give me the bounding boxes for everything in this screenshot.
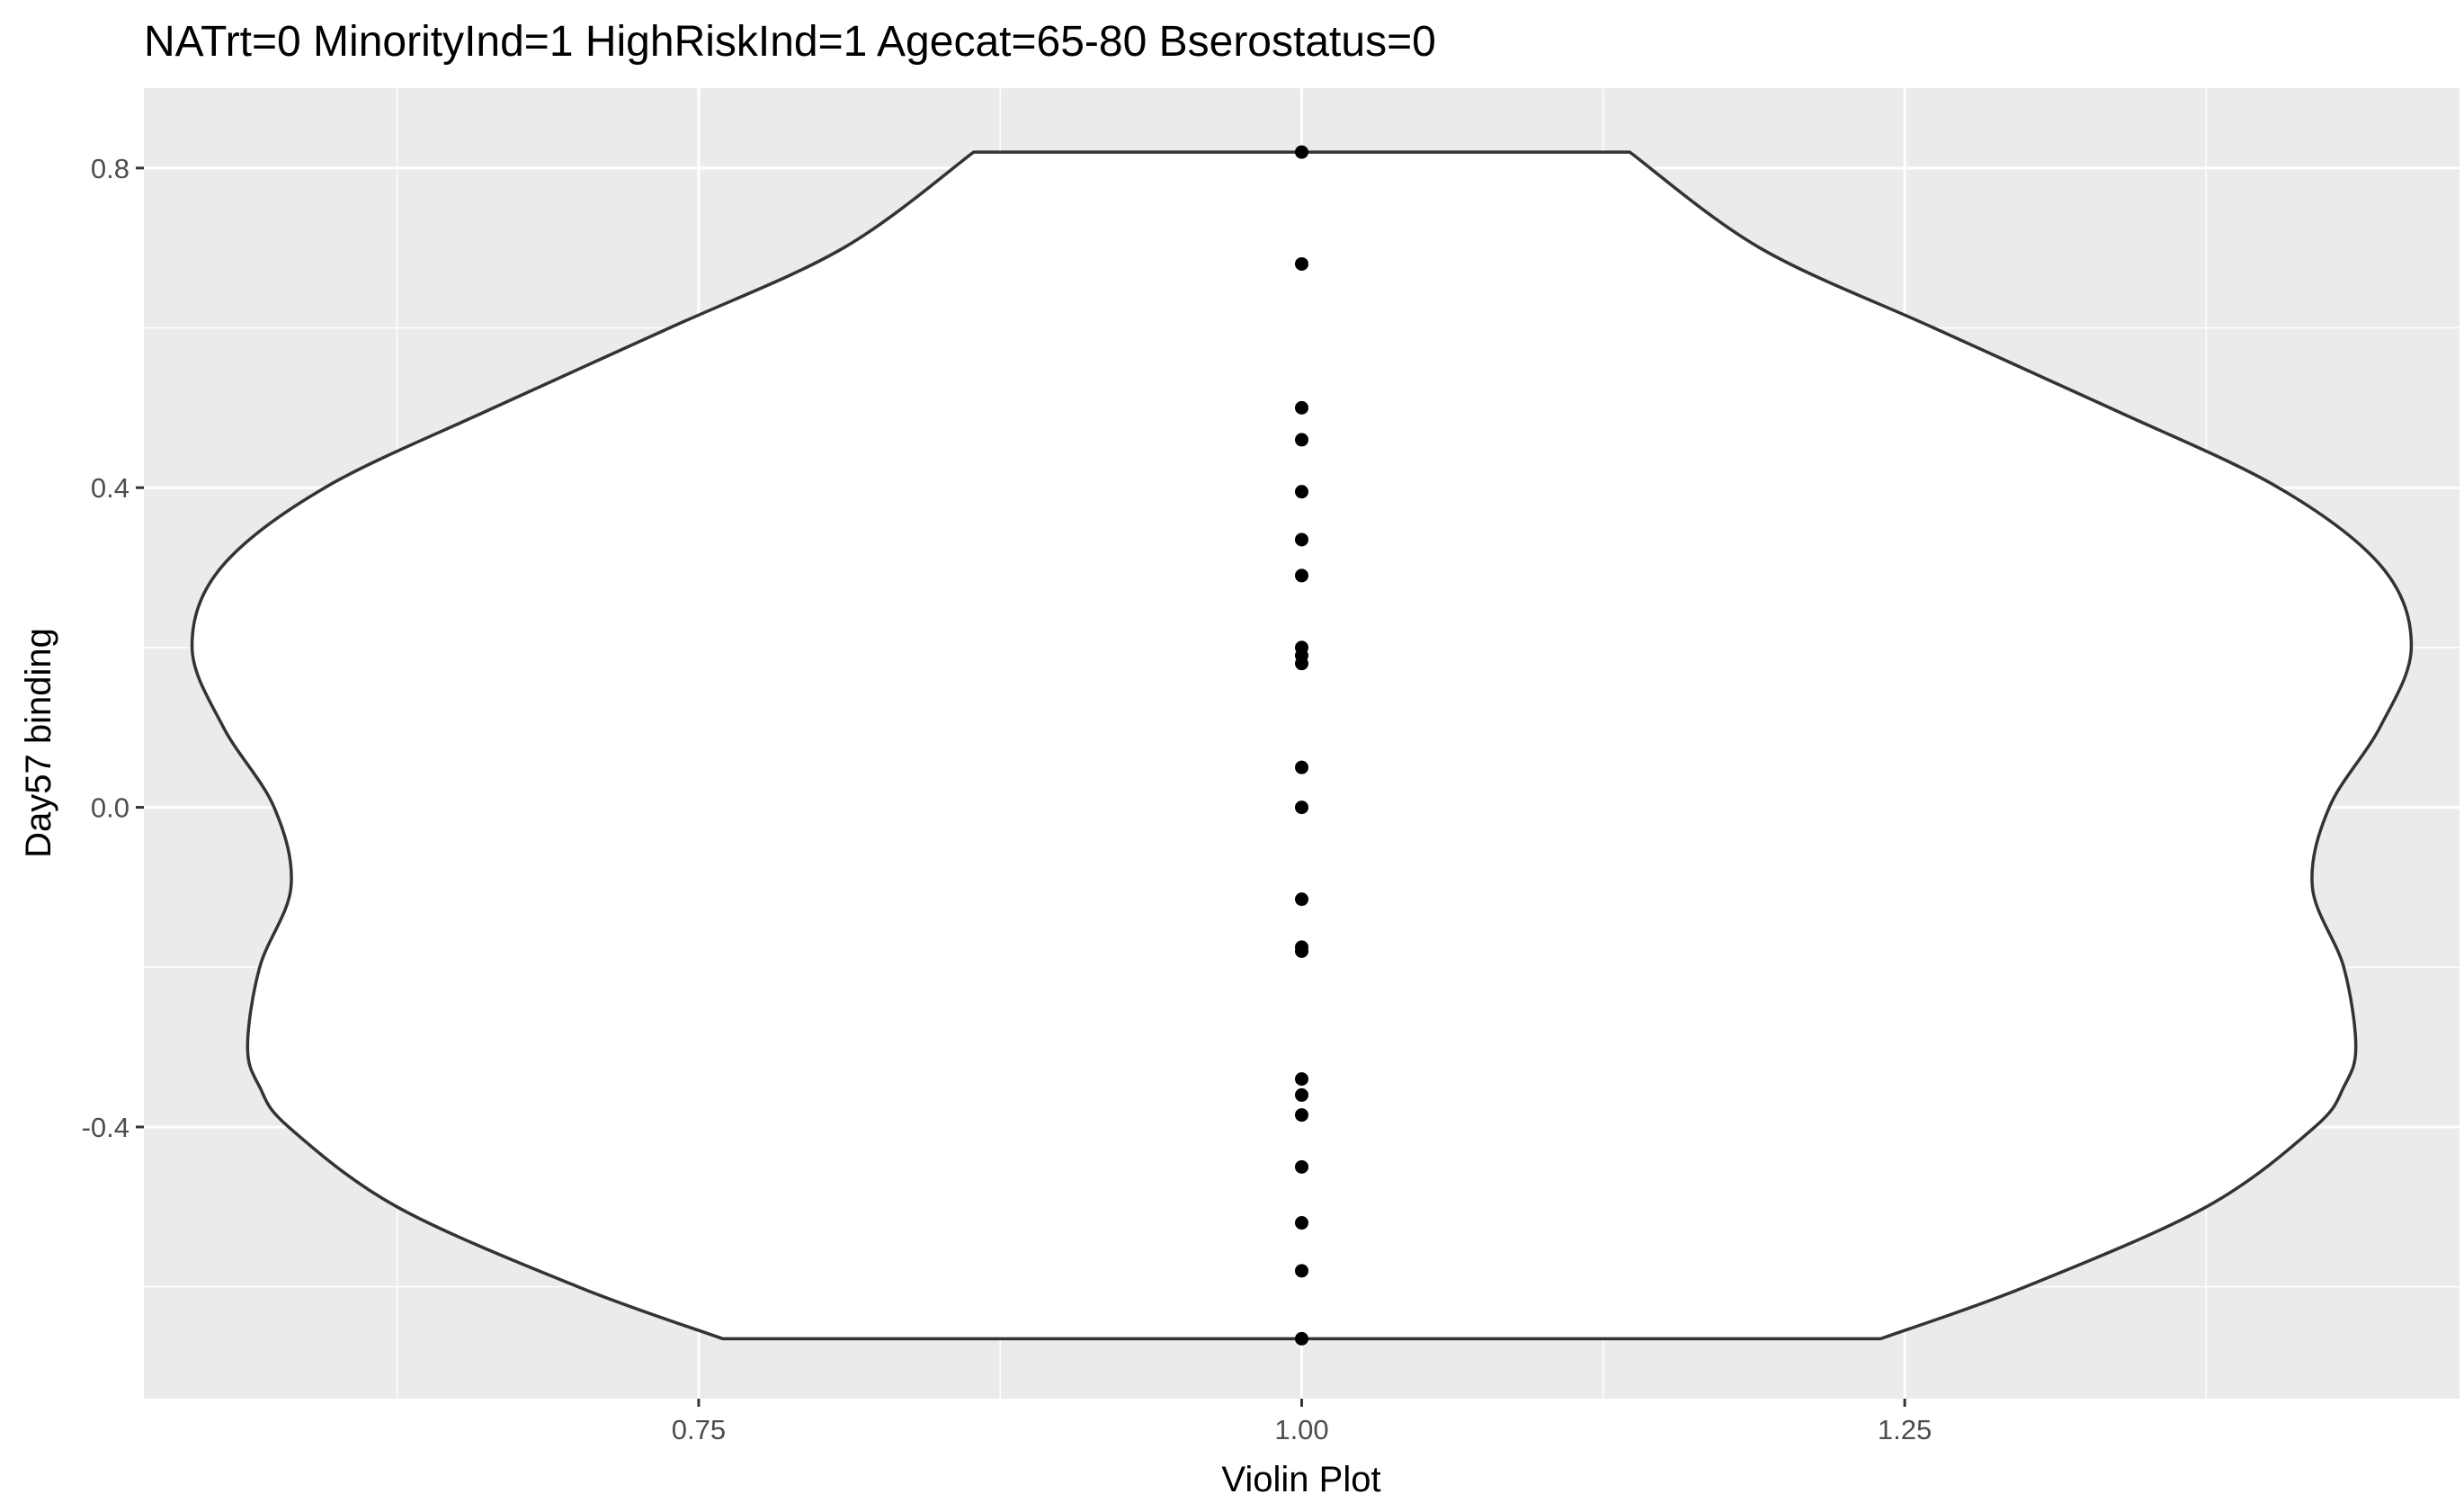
- data-point: [1295, 944, 1308, 958]
- data-point: [1295, 1264, 1308, 1278]
- data-point: [1295, 400, 1308, 415]
- data-points: [1295, 145, 1308, 1346]
- data-point: [1295, 145, 1308, 159]
- data-point: [1295, 892, 1308, 907]
- x-axis-title: Violin Plot: [1221, 1460, 1380, 1499]
- data-point: [1295, 760, 1308, 774]
- violin-shape: [190, 150, 2414, 1341]
- x-axis: 0.75 1.00 1.25: [672, 1399, 1932, 1445]
- data-point: [1295, 532, 1308, 547]
- data-point: [1295, 801, 1308, 815]
- data-point: [1295, 1216, 1308, 1230]
- x-tick-label: 0.75: [672, 1414, 726, 1445]
- data-point: [1295, 568, 1308, 583]
- y-tick-label: -0.4: [82, 1112, 129, 1143]
- data-point: [1295, 485, 1308, 499]
- data-point: [1295, 1108, 1308, 1123]
- data-point: [1295, 1072, 1308, 1087]
- data-point: [1295, 657, 1308, 671]
- data-point: [1295, 433, 1308, 447]
- y-tick-label: 0.0: [91, 792, 129, 824]
- data-point: [1295, 1159, 1308, 1174]
- y-axis: -0.4 0.0 0.4 0.8: [82, 153, 144, 1143]
- data-point: [1295, 256, 1308, 271]
- chart-title: NATrt=0 MinorityInd=1 HighRiskInd=1 Agec…: [144, 18, 1436, 66]
- y-tick-label: 0.4: [91, 472, 129, 504]
- data-point: [1295, 1087, 1308, 1102]
- x-tick-label: 1.25: [1878, 1414, 1932, 1445]
- y-axis-title: Day57 binding: [19, 628, 58, 858]
- data-point: [1295, 1331, 1308, 1346]
- x-tick-label: 1.00: [1274, 1414, 1328, 1445]
- y-tick-label: 0.8: [91, 153, 129, 184]
